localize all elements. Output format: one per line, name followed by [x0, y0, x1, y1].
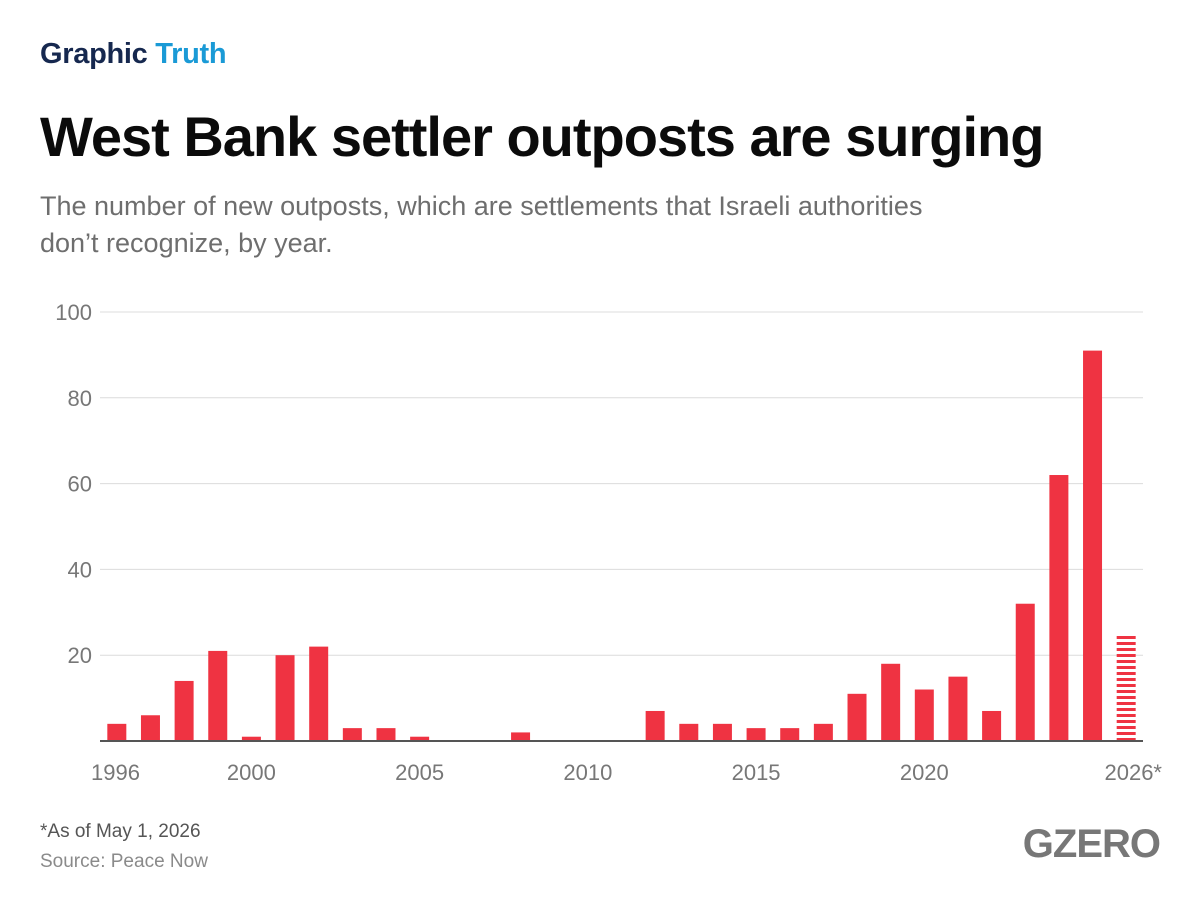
x-tick-label-2015: 2015: [732, 760, 781, 785]
bar-2019: [881, 663, 901, 741]
y-tick-label-100: 100: [55, 300, 92, 325]
bar-2008: [511, 732, 531, 741]
bar-2016: [780, 728, 800, 741]
bar-2026: [1116, 633, 1136, 741]
bar-1999: [208, 650, 228, 741]
x-tick-label-2026: 2026*: [1104, 760, 1162, 785]
brand-truth: Truth: [155, 38, 227, 70]
x-tick-label-2010: 2010: [563, 760, 612, 785]
bar-2015: [746, 728, 766, 741]
x-tick-label-2020: 2020: [900, 760, 949, 785]
x-tick-label-2000: 2000: [227, 760, 276, 785]
bar-2003: [342, 728, 362, 741]
bar-2004: [376, 728, 396, 741]
bar-2012: [645, 710, 665, 741]
tick-labels: 20 40 60 80 100 1996 2000 2005 2010 2015 2020 2026*: [55, 300, 1162, 785]
bar-1998: [174, 680, 194, 741]
chart-subtitle: The number of new outposts, which are se…: [40, 191, 923, 258]
bar-2021: [948, 676, 968, 741]
bars: [107, 350, 1136, 741]
x-tick-label-2005: 2005: [395, 760, 444, 785]
y-tick-label-60: 60: [68, 472, 92, 497]
bar-2018: [847, 693, 867, 741]
bar-2013: [679, 723, 699, 741]
bar-2020: [914, 689, 934, 741]
source-note: Source: Peace Now: [40, 851, 208, 872]
y-tick-label-80: 80: [68, 386, 92, 411]
bar-2023: [1015, 603, 1035, 741]
gzero-logo: GZERO: [1022, 822, 1161, 866]
x-tick-label-1996: 1996: [91, 760, 140, 785]
y-tick-label-40: 40: [68, 557, 92, 582]
bar-2014: [712, 723, 732, 741]
y-tick-label-20: 20: [68, 643, 92, 668]
footnote: *As of May 1, 2026: [40, 821, 201, 842]
bar-2017: [813, 723, 833, 741]
bar-2005: [410, 736, 430, 741]
bar-1997: [140, 715, 160, 741]
chart-title: West Bank settler outposts are surging: [40, 105, 1044, 168]
brand-label: Graphic Truth: [40, 38, 227, 71]
gridlines: [100, 311, 1143, 656]
bar-2022: [982, 710, 1002, 741]
bar-2002: [309, 646, 329, 741]
bar-1996: [107, 723, 127, 741]
bar-2001: [275, 655, 295, 741]
brand-graphic: Graphic: [40, 38, 148, 70]
bar-2024: [1049, 475, 1069, 741]
bar-2025: [1083, 350, 1103, 741]
bar-2000: [241, 736, 261, 741]
